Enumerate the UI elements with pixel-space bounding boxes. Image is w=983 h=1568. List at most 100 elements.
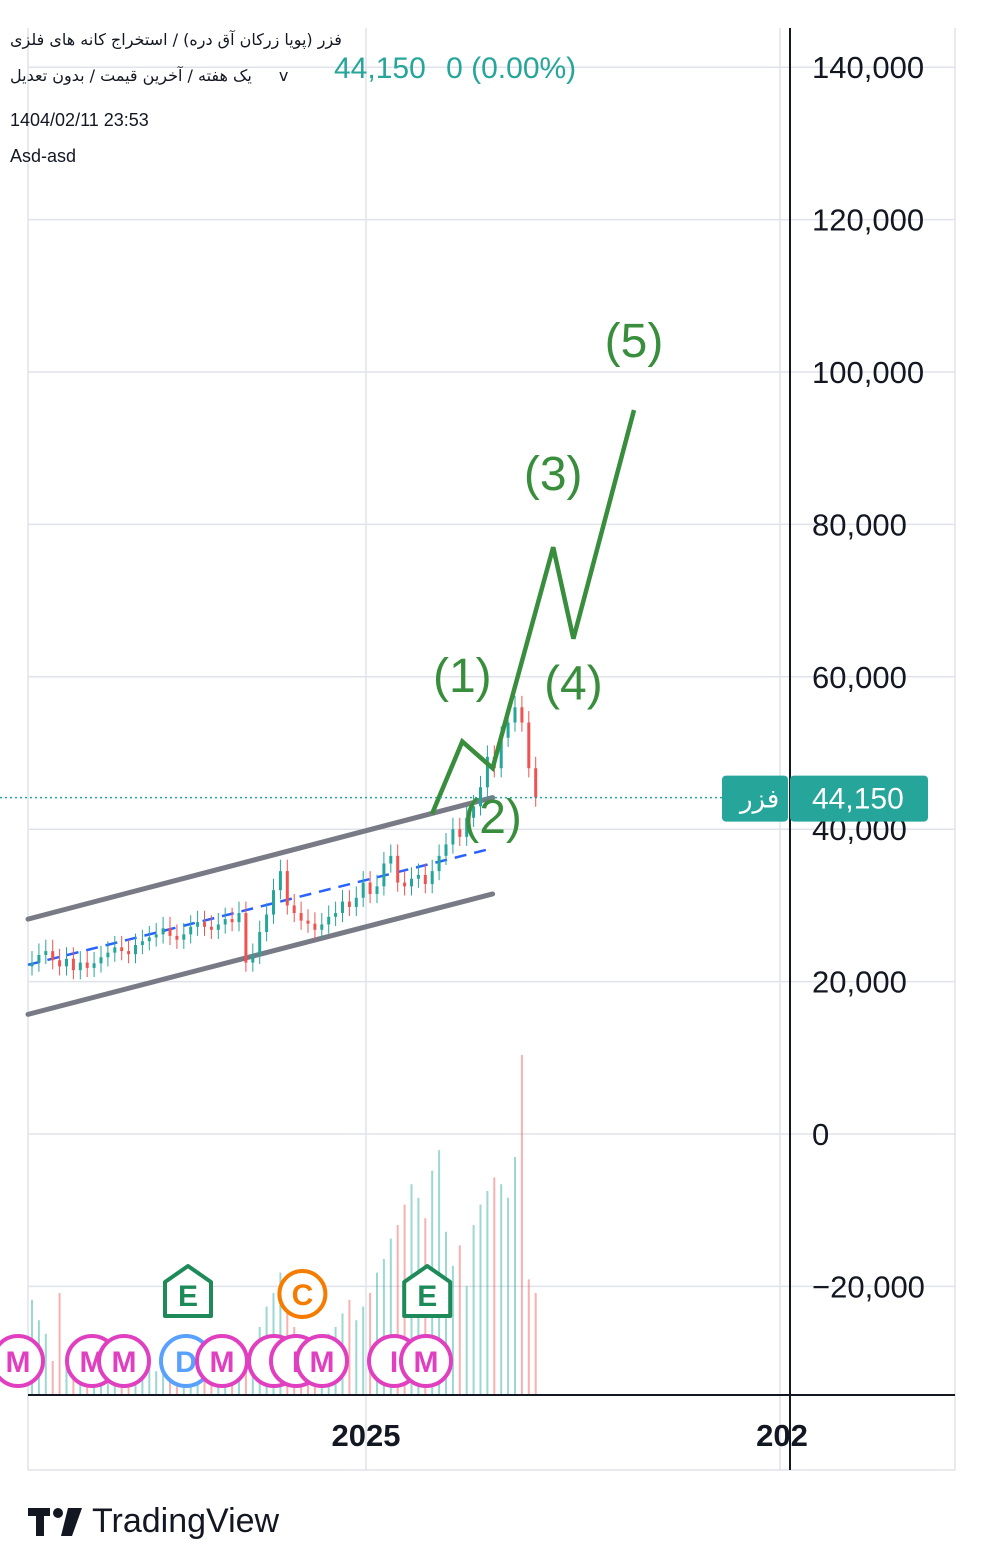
- event-badge: [295, 1334, 349, 1388]
- candle: [99, 957, 103, 964]
- badge-label: M: [112, 1346, 137, 1379]
- volume-bar: [106, 1378, 109, 1395]
- candle: [92, 963, 96, 968]
- price-tag: [790, 775, 928, 822]
- symbol-tag: [722, 775, 788, 822]
- earnings-e-marker: [163, 1264, 213, 1318]
- candle: [389, 855, 393, 864]
- candle: [375, 886, 379, 894]
- badge-label: M: [310, 1346, 335, 1379]
- volume-bar: [486, 1191, 489, 1395]
- last-price: 44,150: [334, 52, 426, 85]
- candle: [85, 962, 89, 968]
- candle: [120, 947, 124, 952]
- last-price-tag: فزر 44,150: [0, 775, 928, 822]
- volume-bar: [348, 1299, 351, 1395]
- candle: [382, 863, 386, 887]
- volume-bar: [148, 1361, 151, 1395]
- volume-bar: [141, 1367, 144, 1395]
- y-tick-label: 120,000: [812, 203, 924, 238]
- dropdown-chevron-icon[interactable]: v: [278, 66, 289, 85]
- author-name: Asd-asd: [10, 146, 77, 166]
- symbol-tag-label: فزر: [738, 785, 779, 815]
- earnings-e-marker: [402, 1264, 453, 1318]
- candle: [354, 897, 358, 907]
- wave-label: (3): [524, 448, 583, 501]
- candle: [237, 913, 241, 923]
- price-readout: 44,150 0 (0.00%): [334, 52, 588, 86]
- candle: [485, 756, 489, 788]
- candle: [78, 962, 82, 971]
- symbol-title[interactable]: فزر (پویا زرکان آق دره) / استخراج کانه ه…: [10, 30, 342, 49]
- candle: [140, 941, 144, 946]
- channel-upper-line: [25, 795, 496, 922]
- wave-line: [429, 409, 637, 815]
- candle: [147, 937, 151, 942]
- candle: [71, 958, 75, 971]
- wave-label: (5): [605, 315, 664, 368]
- volume-bar: [155, 1371, 158, 1395]
- marker-label: C: [292, 1279, 314, 1312]
- candle: [189, 926, 193, 935]
- candle: [299, 913, 303, 921]
- badge-label: M: [6, 1346, 31, 1379]
- wave-label: (2): [463, 791, 522, 844]
- volume-bar: [382, 1259, 385, 1395]
- candle: [499, 737, 503, 769]
- volume-bar: [458, 1245, 461, 1395]
- volume-bar: [479, 1204, 482, 1395]
- volume-bar: [389, 1238, 392, 1395]
- y-tick-label: 100,000: [812, 355, 924, 390]
- candle: [479, 787, 482, 807]
- candle: [127, 951, 131, 955]
- candle: [430, 871, 434, 885]
- candle: [168, 928, 172, 936]
- event-badge: [97, 1334, 151, 1388]
- candle: [58, 960, 62, 967]
- candle: [65, 958, 68, 967]
- candle: [113, 947, 117, 953]
- candle: [203, 922, 206, 927]
- badge-label: M: [414, 1346, 439, 1379]
- candle: [30, 962, 34, 967]
- candle: [368, 882, 372, 894]
- candle: [244, 913, 248, 963]
- volume-bar: [376, 1272, 378, 1395]
- candle: [306, 920, 310, 924]
- candle: [285, 871, 289, 906]
- volume-bar: [451, 1265, 454, 1395]
- price-tag-label: 44,150: [812, 783, 904, 816]
- volume-bar: [44, 1333, 47, 1395]
- candle: [209, 926, 213, 930]
- event-badge: [399, 1334, 453, 1388]
- x-tick-label: 202: [756, 1418, 808, 1453]
- bottom-badges: MMMDMIIMIM: [0, 1334, 453, 1388]
- chart-axes: 140,000120,000100,00080,00060,00040,0002…: [28, 28, 955, 1470]
- y-tick-label: −20,000: [812, 1269, 925, 1304]
- candle: [437, 855, 441, 872]
- candle: [161, 928, 165, 935]
- candle: [423, 874, 427, 885]
- tradingview-brand[interactable]: TradingView: [28, 1502, 279, 1541]
- volume-bar: [58, 1293, 61, 1395]
- candle: [347, 901, 351, 907]
- candle: [258, 932, 262, 955]
- y-tick-label: 80,000: [812, 507, 907, 542]
- candle: [458, 829, 462, 837]
- y-tick-label: 60,000: [812, 660, 907, 695]
- candle: [534, 768, 538, 798]
- volume-bar: [162, 1374, 165, 1395]
- candle: [154, 934, 158, 938]
- badge-label: D: [175, 1346, 197, 1379]
- volume-bar: [534, 1293, 537, 1395]
- volume-bar: [514, 1157, 516, 1395]
- candle: [506, 722, 510, 738]
- candle: [334, 913, 338, 917]
- marker-label: E: [417, 1280, 437, 1313]
- y-tick-label: 140,000: [812, 50, 924, 85]
- marker-label: E: [178, 1280, 198, 1313]
- badge-label: I: [390, 1346, 398, 1379]
- chart-grid: [27, 28, 956, 1471]
